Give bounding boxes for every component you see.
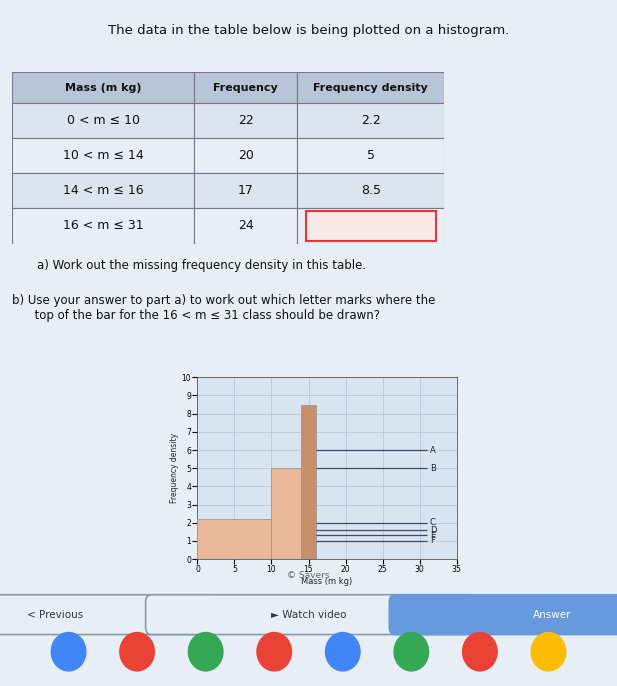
Text: a) Work out the missing frequency density in this table.: a) Work out the missing frequency densit… xyxy=(37,259,366,272)
Text: b) Use your answer to part a) to work out which letter marks where the
      top: b) Use your answer to part a) to work ou… xyxy=(12,294,436,322)
Text: © Savers: © Savers xyxy=(288,571,329,580)
Text: < Previous: < Previous xyxy=(27,610,84,619)
Text: Mass (m kg): Mass (m kg) xyxy=(65,82,141,93)
Text: C: C xyxy=(430,518,436,528)
Bar xyxy=(12,209,194,244)
Text: 14 < m ≤ 16: 14 < m ≤ 16 xyxy=(63,185,143,198)
Text: 16 < m ≤ 31: 16 < m ≤ 31 xyxy=(63,220,143,233)
Text: Answer: Answer xyxy=(533,610,571,619)
Text: 24: 24 xyxy=(238,220,254,233)
Text: E: E xyxy=(430,531,435,540)
Text: 20: 20 xyxy=(238,150,254,163)
Bar xyxy=(12,174,194,209)
Text: Frequency: Frequency xyxy=(213,82,278,93)
Text: A: A xyxy=(430,445,436,455)
Text: Frequency density: Frequency density xyxy=(313,82,428,93)
Text: 5: 5 xyxy=(367,150,375,163)
Text: ► Watch video: ► Watch video xyxy=(271,610,346,619)
Y-axis label: Frequency density: Frequency density xyxy=(170,433,179,504)
Bar xyxy=(12,72,194,103)
Bar xyxy=(194,209,297,244)
Text: 17: 17 xyxy=(238,185,254,198)
Text: 22: 22 xyxy=(238,115,254,127)
Bar xyxy=(301,405,316,559)
Bar xyxy=(297,174,444,209)
Bar xyxy=(194,174,297,209)
Text: B: B xyxy=(430,464,436,473)
Bar xyxy=(297,209,444,244)
Bar xyxy=(197,519,271,559)
Bar xyxy=(297,139,444,174)
Bar xyxy=(271,468,301,559)
Text: The data in the table below is being plotted on a histogram.: The data in the table below is being plo… xyxy=(108,24,509,37)
Bar xyxy=(194,103,297,139)
Bar xyxy=(12,103,194,139)
Bar xyxy=(297,72,444,103)
Bar xyxy=(297,103,444,139)
Bar xyxy=(194,139,297,174)
Text: F: F xyxy=(430,536,435,545)
X-axis label: Mass (m kg): Mass (m kg) xyxy=(301,577,353,586)
Text: 0 < m ≤ 10: 0 < m ≤ 10 xyxy=(67,115,139,127)
Text: D: D xyxy=(430,525,436,534)
Text: 8.5: 8.5 xyxy=(361,185,381,198)
Bar xyxy=(12,139,194,174)
Bar xyxy=(194,72,297,103)
Bar xyxy=(306,211,436,241)
Text: 10 < m ≤ 14: 10 < m ≤ 14 xyxy=(63,150,143,163)
Text: 2.2: 2.2 xyxy=(361,115,381,127)
